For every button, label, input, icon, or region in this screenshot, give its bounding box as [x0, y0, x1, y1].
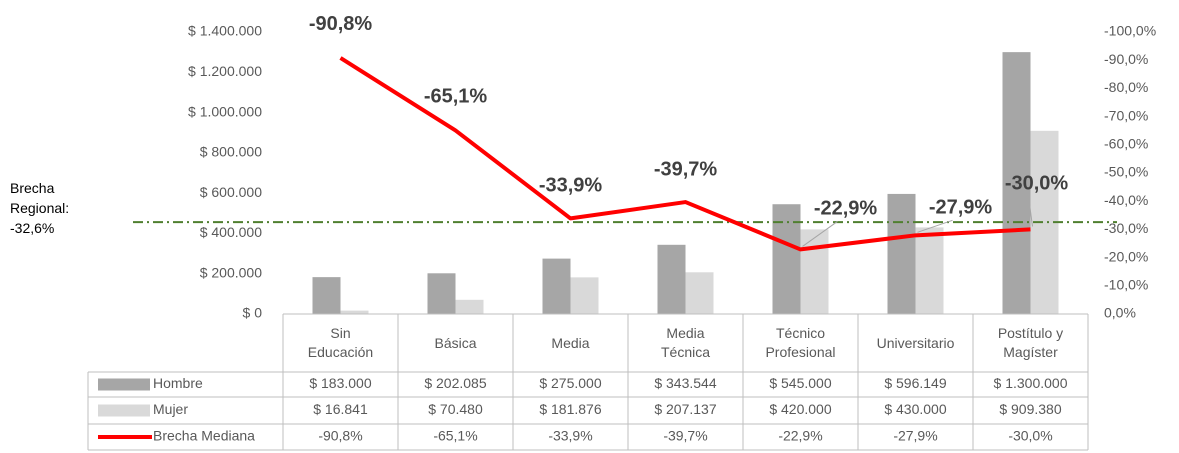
leader-line [1028, 196, 1033, 227]
bar [887, 193, 916, 314]
category-text: Postítulo y Magíster [997, 325, 1064, 360]
data-label: -33,9% [539, 175, 603, 197]
bar [657, 244, 686, 314]
bar [427, 273, 456, 314]
reference-label: Brecha Regional: -32,6% [10, 180, 70, 236]
legend-key [98, 404, 150, 417]
y-tick-label: $ 0 [243, 305, 263, 321]
y2-tick-label: -60,0% [1104, 136, 1148, 152]
legend-label: Brecha Mediana [153, 428, 255, 444]
y2-tick-label: 0,0% [1104, 305, 1136, 321]
legend-label: Mujer [153, 401, 188, 417]
y-tick-label: $ 800.000 [200, 144, 262, 160]
data-label: -90,8% [309, 13, 373, 35]
bar [1002, 52, 1031, 315]
table-cell: -27,9% [893, 428, 937, 444]
y-tick-label: $ 600.000 [200, 184, 262, 200]
x-tick-label: Universitario [858, 314, 973, 372]
x-tick-label: Media [513, 314, 628, 372]
table-cell: -90,8% [318, 428, 362, 444]
y-tick-label: $ 1.400.000 [188, 23, 262, 39]
x-tick-label: Básica [398, 314, 513, 372]
table-cell: $ 70.480 [428, 401, 483, 417]
bar [542, 258, 571, 314]
table-cell: $ 181.876 [539, 401, 601, 417]
bar [685, 272, 714, 314]
y-tick-label: $ 1.000.000 [188, 103, 262, 119]
legend-key [98, 378, 150, 391]
y2-tick-label: -20,0% [1104, 248, 1148, 264]
data-label: -30,0% [1005, 173, 1069, 195]
x-tick-label: Técnico Profesional [743, 314, 858, 372]
y-tick-label: $ 200.000 [200, 264, 262, 280]
table-cell: $ 275.000 [539, 375, 601, 391]
legend-label: Hombre [153, 375, 203, 391]
table-cell: $ 343.544 [654, 375, 716, 391]
table-cell: $ 207.137 [654, 401, 716, 417]
table-cell: -65,1% [433, 428, 477, 444]
bar [772, 204, 801, 314]
y2-tick-label: -10,0% [1104, 277, 1148, 293]
data-label: -39,7% [654, 158, 718, 180]
y-tick-label: $ 1.200.000 [188, 63, 262, 79]
line-series [339, 56, 1031, 252]
leader-line [802, 221, 838, 247]
table-cell: $ 202.085 [424, 375, 486, 391]
table-cell: $ 545.000 [769, 375, 831, 391]
category-text: Sin Educación [307, 325, 374, 360]
table-cell: -33,9% [548, 428, 592, 444]
table-cell: $ 16.841 [313, 401, 368, 417]
y2-tick-label: -90,0% [1104, 51, 1148, 67]
y2-tick-label: -70,0% [1104, 107, 1148, 123]
y2-tick-label: -30,0% [1104, 220, 1148, 236]
data-label: -65,1% [424, 86, 488, 108]
category-text: Universitario [876, 334, 955, 351]
bar [340, 310, 369, 314]
bar [570, 277, 599, 314]
table-cell: $ 1.300.000 [994, 375, 1068, 391]
bar [455, 299, 484, 314]
leader-line [917, 219, 953, 233]
table-cell: -22,9% [778, 428, 822, 444]
table-cell: -30,0% [1008, 428, 1052, 444]
category-text: Técnico Profesional [765, 325, 836, 360]
y2-tick-label: -100,0% [1104, 23, 1156, 39]
table-cell: $ 420.000 [769, 401, 831, 417]
table-cell: $ 430.000 [884, 401, 946, 417]
y2-tick-label: -40,0% [1104, 192, 1148, 208]
table-cell: $ 183.000 [309, 375, 371, 391]
y-tick-label: $ 400.000 [200, 224, 262, 240]
bar [800, 229, 829, 314]
data-label: -22,9% [814, 198, 878, 220]
category-text: Media Técnica [660, 325, 711, 360]
bar [312, 277, 341, 314]
x-tick-label: Sin Educación [283, 314, 398, 372]
table-cell: -39,7% [663, 428, 707, 444]
x-tick-label: Media Técnica [628, 314, 743, 372]
y2-tick-label: -50,0% [1104, 164, 1148, 180]
bar [915, 227, 944, 314]
y2-tick-label: -80,0% [1104, 79, 1148, 95]
x-tick-label: Postítulo y Magíster [973, 314, 1088, 372]
table-cell: $ 596.149 [884, 375, 946, 391]
category-text: Media [551, 334, 590, 351]
data-label: -27,9% [929, 197, 993, 219]
table-cell: $ 909.380 [999, 401, 1061, 417]
category-text: Básica [434, 334, 477, 351]
